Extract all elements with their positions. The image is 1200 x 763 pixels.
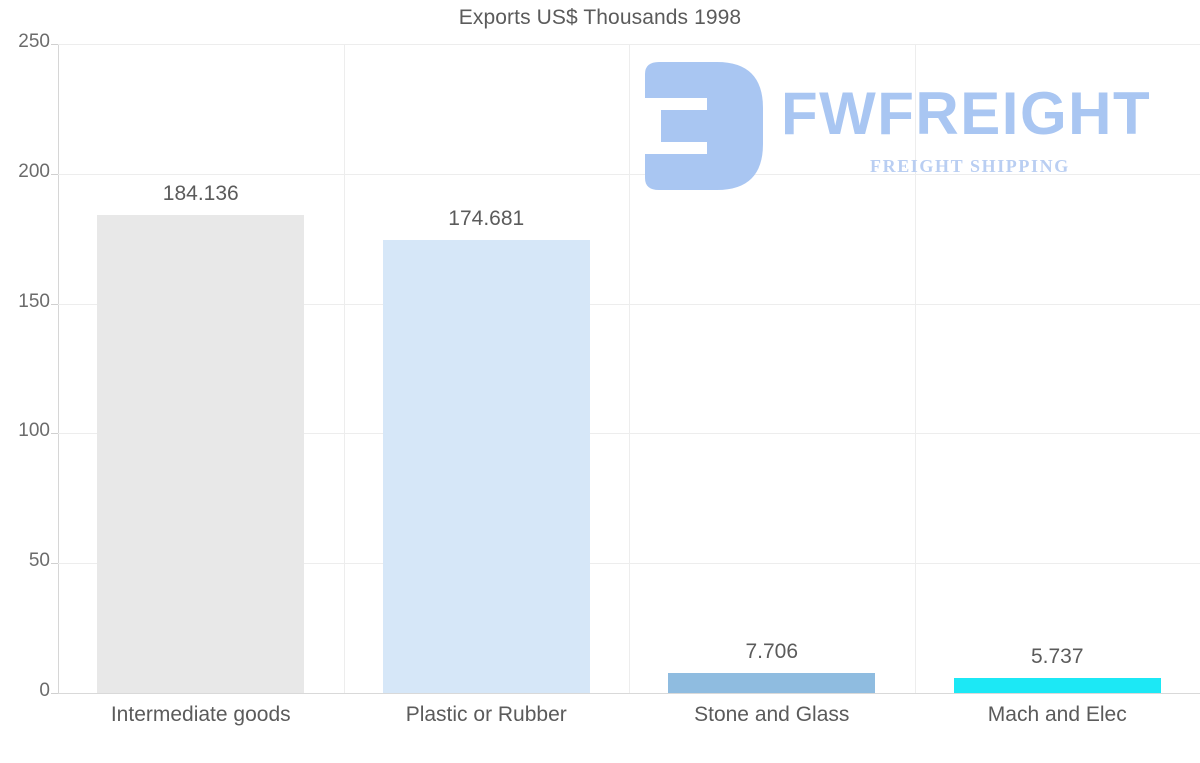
y-tick-label: 50: [28, 550, 50, 572]
bar[interactable]: [953, 678, 1161, 693]
y-tick-mark: [51, 173, 58, 175]
y-tick-mark: [51, 563, 58, 565]
y-tick-label: 250: [18, 31, 50, 52]
bar[interactable]: [382, 239, 590, 693]
x-axis-label: Stone and Glass: [694, 703, 850, 726]
y-tick-mark: [51, 303, 58, 305]
bar-value-label: 174.681: [448, 206, 525, 230]
x-axis-label: Intermediate goods: [110, 703, 291, 726]
y-tick-label: 100: [18, 420, 50, 442]
y-tick-label: 150: [18, 290, 50, 312]
y-tick-label: 0: [39, 680, 50, 701]
bar[interactable]: [97, 214, 305, 693]
x-axis-label: Mach and Elec: [987, 703, 1127, 726]
bar[interactable]: [668, 673, 876, 693]
bar-value-label: 5.737: [1030, 645, 1084, 669]
y-axis-line: [58, 44, 59, 694]
chart-title: Exports US$ Thousands 1998: [458, 6, 742, 29]
x-axis-label: Plastic or Rubber: [405, 703, 567, 726]
gridline-vertical: [915, 44, 916, 693]
gridline-horizontal: [58, 693, 1200, 694]
y-tick-mark: [51, 693, 58, 694]
gridline-vertical: [629, 44, 630, 693]
bar-value-label: 184.136: [162, 181, 239, 205]
y-tick-mark: [51, 44, 58, 45]
gridline-vertical: [344, 44, 345, 693]
y-tick-mark: [51, 433, 58, 435]
bar-value-label: 7.706: [745, 639, 799, 663]
y-tick-label: 200: [18, 160, 50, 182]
plot-area: [58, 44, 1200, 694]
